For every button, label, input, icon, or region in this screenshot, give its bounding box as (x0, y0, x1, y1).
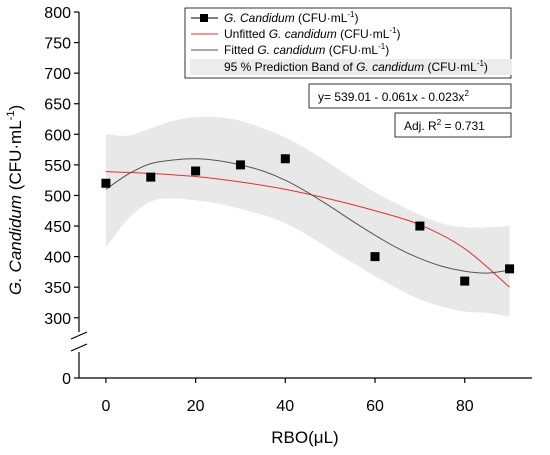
y-tick-label: 500 (44, 188, 71, 205)
axis-break-mark-2 (70, 343, 88, 352)
x-axis-title: RBO(μL) (271, 428, 338, 447)
y-tick-label: 700 (44, 66, 71, 83)
unfitted-line (105, 171, 510, 288)
data-point (460, 276, 470, 286)
data-point (101, 178, 111, 188)
plot-area (105, 116, 510, 317)
data-points (101, 154, 515, 286)
prediction-band (105, 116, 510, 317)
y-tick-label: 400 (44, 250, 71, 267)
x-tick-label: 40 (276, 398, 294, 415)
adj-r2-frame (394, 112, 512, 138)
x-ticks: 0 20 40 60 80 (101, 378, 474, 415)
legend-swatch-points (200, 14, 208, 22)
data-point (415, 221, 425, 231)
legend-item-unfitted: Unfitted G. candidum (CFU·mL-1) (224, 26, 401, 41)
data-point (280, 154, 290, 164)
legend-band-swatch (190, 59, 512, 75)
y-axis-title-sup: -1 (5, 111, 17, 121)
x-tick-label: 0 (101, 398, 110, 415)
legend-item-band: 95 % Prediction Band of G. candidum (CFU… (224, 59, 488, 74)
data-point (370, 252, 380, 262)
fitted-line (105, 158, 510, 274)
legend-item-fitted: Fitted G. candidum (CFU·mL-1) (224, 42, 389, 57)
y-axis-title-name: G. Candidum (6, 195, 25, 295)
equation-text: y= 539.01 - 0.061x - 0.023x2 (318, 89, 469, 104)
equation-box: y= 539.01 - 0.061x - 0.023x2 (308, 83, 512, 109)
x-tick-label: 80 (456, 398, 474, 415)
axis-break-mark-1 (70, 331, 88, 340)
equation-frame (308, 83, 512, 109)
y-axis-title-unit: (CFU·mL (6, 120, 25, 190)
y-tick-label: 350 (44, 280, 71, 297)
axes (70, 12, 532, 379)
data-point (191, 166, 201, 176)
y-axis-title: G. Candidum (CFU·mL-1) (5, 105, 25, 295)
y-axis-title-close: ) (6, 105, 25, 111)
data-point (146, 172, 156, 182)
y-tick-label: 650 (44, 97, 71, 114)
y-tick-label: 450 (44, 219, 71, 236)
legend-item-points: G. Candidum (CFU·mL-1) (224, 10, 359, 25)
adj-r2-text: Adj. R2 = 0.731 (404, 118, 485, 133)
data-point (235, 160, 245, 170)
y-tick-label-zero: 0 (62, 371, 71, 388)
x-tick-label: 60 (366, 398, 384, 415)
y-tick-label: 550 (44, 158, 71, 175)
x-tick-label: 20 (187, 398, 205, 415)
legend: G. Candidum (CFU·mL-1) Unfitted G. candi… (184, 7, 512, 79)
y-tick-label: 750 (44, 36, 71, 53)
y-tick-label: 300 (44, 311, 71, 328)
y-tick-label: 600 (44, 127, 71, 144)
data-point (505, 264, 515, 274)
y-tick-label: 800 (44, 5, 71, 22)
adj-r2-box: Adj. R2 = 0.731 (394, 112, 512, 138)
y-ticks: 300 350 400 450 500 550 600 650 700 750 800 (44, 5, 79, 379)
